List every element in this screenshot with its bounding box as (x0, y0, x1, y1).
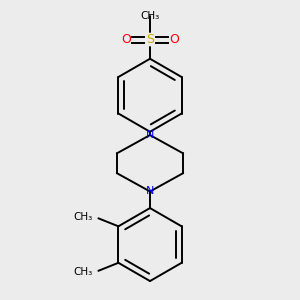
Text: CH₃: CH₃ (140, 11, 160, 21)
Text: N: N (146, 187, 154, 196)
Text: CH₃: CH₃ (74, 212, 93, 222)
Text: O: O (169, 33, 179, 46)
Text: S: S (146, 33, 154, 46)
Text: N: N (146, 130, 154, 140)
Text: O: O (121, 33, 131, 46)
Text: CH₃: CH₃ (74, 268, 93, 278)
